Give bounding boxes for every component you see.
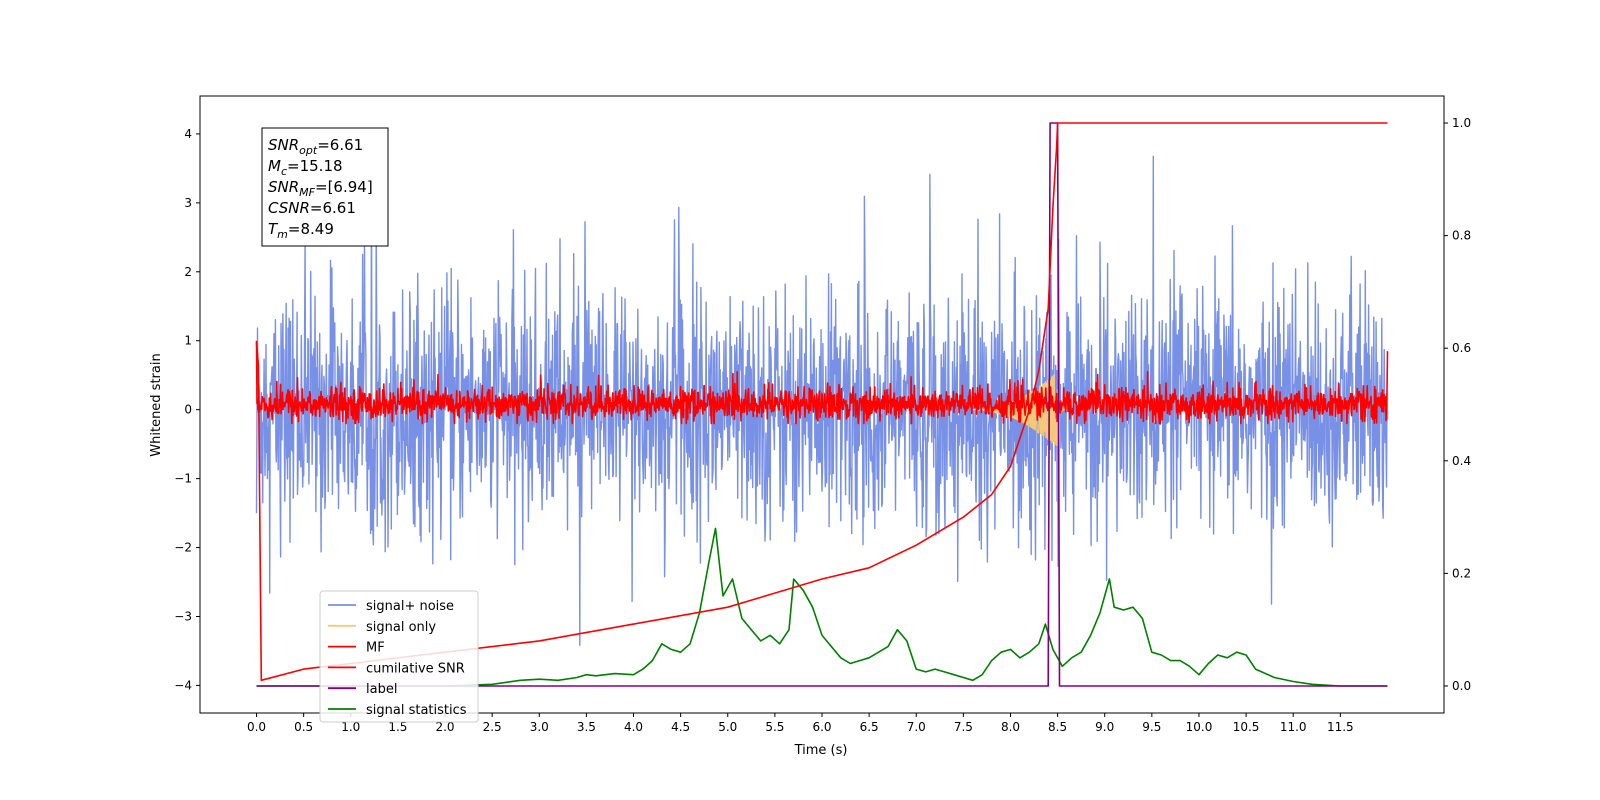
- series-signal-noise: [255, 140, 1389, 646]
- y2-tick-label: 0.8: [1452, 229, 1471, 243]
- annotation-line: SNRMF=[6.94]: [268, 178, 373, 199]
- x-tick-label: 6.5: [860, 720, 879, 734]
- legend-label: cumilative SNR: [366, 661, 465, 676]
- x-tick-label: 10.0: [1186, 720, 1213, 734]
- x-tick-label: 1.5: [388, 720, 407, 734]
- x-tick-label: 7.5: [954, 720, 973, 734]
- x-tick-label: 6.0: [812, 720, 831, 734]
- annotation-line: SNRopt=6.61: [268, 136, 363, 157]
- x-tick-label: 0.0: [247, 720, 266, 734]
- x-tick-label: 5.0: [718, 720, 737, 734]
- y2-tick-label: 1.0: [1452, 116, 1471, 130]
- annotation-box: SNRopt=6.61Mc=15.18SNRMF=[6.94]CSNR=6.61…: [261, 127, 389, 247]
- x-tick-label: 8.5: [1048, 720, 1067, 734]
- y-tick-label: −2: [174, 541, 192, 555]
- line-signal-statistics: [256, 527, 1388, 687]
- y2-tick-label: 0.4: [1452, 454, 1471, 468]
- legend-label: MF: [366, 641, 385, 656]
- series-mf: [255, 340, 1389, 425]
- legend-label: signal+ noise: [366, 599, 454, 614]
- legend: signal+ noise signal only MF cumilative SNR…: [319, 590, 479, 723]
- x-tick-label: 2.5: [483, 720, 502, 734]
- x-tick-label: 9.0: [1095, 720, 1114, 734]
- x-tick-label: 1.0: [341, 720, 360, 734]
- annotation-line: CSNR=6.61: [268, 199, 356, 217]
- line-label: [256, 122, 1388, 687]
- x-tick-label: 4.5: [671, 720, 690, 734]
- y-tick-label: 4: [184, 127, 192, 141]
- y-tick-label: −4: [174, 678, 192, 692]
- x-tick-label: 7.0: [907, 720, 926, 734]
- x-axis-title: Time (s): [794, 743, 848, 758]
- y-tick-label: −1: [174, 472, 192, 486]
- y-tick-label: −3: [174, 609, 192, 623]
- y-axis-right: 0.0 0.2 0.4 0.6 0.8 1.0: [1444, 116, 1471, 693]
- y-axis-left: −4 −3 −2 −1 0 1 2 3 4: [174, 127, 200, 692]
- y2-tick-label: 0.0: [1452, 679, 1471, 693]
- x-axis: 0.0 0.5 1.0 1.5 2.0 2.5 3.0 3.5 4.0 4.5 5.0 5.5 6.0 6…: [247, 713, 1354, 734]
- y-tick-label: 2: [184, 265, 192, 279]
- x-tick-label: 9.5: [1142, 720, 1161, 734]
- y-tick-label: 0: [184, 403, 192, 417]
- line-signal-noise: [255, 140, 1389, 646]
- x-tick-label: 11.5: [1327, 720, 1354, 734]
- y-tick-label: 1: [184, 334, 192, 348]
- x-tick-label: 5.5: [765, 720, 784, 734]
- x-tick-label: 10.5: [1233, 720, 1260, 734]
- y2-tick-label: 0.2: [1452, 566, 1471, 580]
- x-tick-label: 8.0: [1001, 720, 1020, 734]
- x-tick-label: 11.0: [1280, 720, 1307, 734]
- legend-label: signal only: [366, 620, 436, 635]
- legend-label: signal statistics: [366, 703, 467, 718]
- y-axis-title: Whitened strain: [149, 353, 164, 456]
- y2-tick-label: 0.6: [1452, 341, 1471, 355]
- legend-frame: [319, 590, 479, 723]
- annotation-frame: [261, 127, 389, 247]
- x-tick-label: 4.0: [624, 720, 643, 734]
- legend-label: label: [366, 682, 397, 697]
- x-tick-label: 3.5: [577, 720, 596, 734]
- annotation-line: Mc=15.18: [268, 157, 343, 178]
- x-tick-label: 2.0: [435, 720, 454, 734]
- y-tick-label: 3: [184, 196, 192, 210]
- line-mf: [255, 340, 1389, 425]
- x-tick-label: 3.0: [530, 720, 549, 734]
- annotation-line: Tm=8.49: [268, 220, 334, 241]
- x-tick-label: 0.5: [294, 720, 313, 734]
